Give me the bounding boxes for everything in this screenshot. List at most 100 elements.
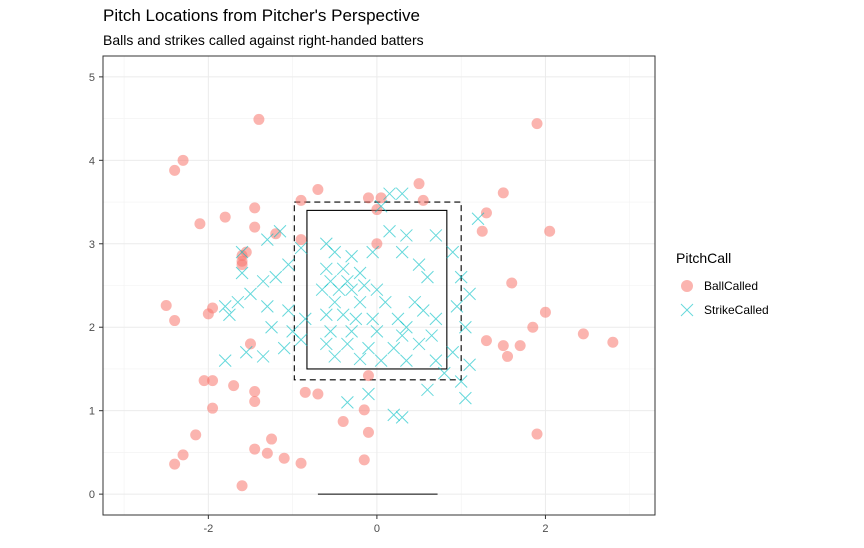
strike-called-point <box>459 391 472 405</box>
strike-x-stroke <box>353 295 367 309</box>
strike-x-stroke <box>319 308 333 322</box>
strike-called-point <box>366 312 380 326</box>
ball-called-point <box>249 385 261 397</box>
ball-called-point <box>539 306 551 318</box>
strike-called-point <box>315 283 329 297</box>
strike-called-point <box>450 300 464 313</box>
strike-x-stroke <box>412 337 426 351</box>
ball-called-point <box>295 194 307 206</box>
strike-x-stroke <box>315 283 329 297</box>
strike-x-stroke <box>345 249 358 263</box>
strike-called-point <box>463 358 476 372</box>
ball-called-point <box>207 375 219 387</box>
strike-called-point <box>294 333 308 347</box>
ball-called-point <box>514 340 526 352</box>
legend-title: PitchCall <box>676 250 732 266</box>
strike-x-stroke <box>383 187 396 201</box>
ball-called-point <box>607 336 619 348</box>
strike-called-point <box>454 270 468 284</box>
strike-x-stroke <box>429 312 443 326</box>
strike-called-point <box>374 199 388 213</box>
legend-key-circle <box>681 280 693 292</box>
strike-called-point <box>277 341 291 355</box>
strike-called-point <box>282 258 295 271</box>
ball-called-point <box>266 433 278 445</box>
strike-x-stroke <box>218 300 232 313</box>
strike-called-point <box>446 345 460 359</box>
strike-x-stroke <box>395 329 409 342</box>
strike-x-stroke <box>345 283 358 297</box>
ball-called-point <box>249 202 261 214</box>
ball-called-point <box>358 454 370 466</box>
ball-called-point <box>295 457 307 469</box>
strike-called-point <box>260 300 274 313</box>
legend-label-ballcalled: BallCalled <box>704 279 759 293</box>
strike-called-point <box>328 350 342 363</box>
strike-called-point <box>383 187 396 201</box>
strike-x-stroke <box>286 325 299 338</box>
strike-x-stroke <box>378 295 392 309</box>
ball-called-point <box>253 113 265 125</box>
strike-called-point <box>387 341 401 355</box>
strike-x-stroke <box>395 187 409 201</box>
ball-called-point <box>270 228 282 240</box>
ball-called-point <box>506 277 518 289</box>
strike-x-stroke <box>454 270 468 284</box>
y-tick-label: 1 <box>89 406 95 418</box>
strike-x-stroke <box>332 283 346 297</box>
ball-called-point <box>219 211 231 223</box>
strike-x-stroke <box>265 320 278 334</box>
strike-called-point <box>282 304 295 317</box>
axes: -2 0 2 0 1 2 3 4 5 <box>89 72 549 535</box>
strike-x-stroke <box>282 304 295 317</box>
strike-x-stroke <box>319 237 333 251</box>
ball-called-point <box>240 246 252 258</box>
strike-called-point <box>383 224 396 238</box>
legend-item-ballcalled: BallCalled <box>676 274 769 298</box>
strike-x-stroke <box>400 320 413 334</box>
strike-called-point <box>353 352 367 366</box>
strike-x-stroke <box>282 258 295 271</box>
strike-x-stroke <box>319 262 333 276</box>
strike-called-point <box>244 287 257 301</box>
strike-called-point <box>421 270 434 284</box>
ball-called-point <box>299 386 311 398</box>
strike-x-stroke <box>416 304 430 317</box>
ball-called-point <box>198 375 210 387</box>
strike-x-stroke <box>235 266 249 280</box>
strike-x-stroke <box>391 312 405 326</box>
strike-called-point <box>324 325 337 338</box>
strike-x-stroke <box>244 287 257 301</box>
ball-called-point <box>160 300 172 312</box>
strike-x-stroke <box>446 345 460 359</box>
chart-title: Pitch Locations from Pitcher's Perspecti… <box>103 6 420 25</box>
strike-called-point <box>400 354 413 367</box>
ball-called-point <box>358 404 370 416</box>
strike-called-point <box>370 283 384 297</box>
strike-x-stroke <box>459 320 472 334</box>
ball-called-point <box>169 315 181 327</box>
ball-called-point <box>375 192 387 204</box>
ball-called-point <box>278 452 290 464</box>
strike-called-point <box>370 325 384 338</box>
strike-x-stroke <box>395 245 409 259</box>
strike-x-stroke <box>366 312 380 326</box>
strike-called-point <box>341 395 354 409</box>
x-tick-label: 2 <box>542 523 548 535</box>
strike-x-stroke <box>328 350 342 363</box>
ball-called-point <box>295 234 307 246</box>
strike-called-point <box>387 408 401 422</box>
strike-x-stroke <box>454 375 468 388</box>
strike-called-point <box>374 354 388 367</box>
ball-called-point <box>190 429 202 441</box>
strike-called-point <box>265 320 278 334</box>
strike-x-stroke <box>235 245 249 259</box>
strike-called-point <box>366 245 380 259</box>
ball-called-point <box>249 221 261 233</box>
ball-called-point <box>177 449 189 461</box>
strike-x-stroke <box>383 224 396 238</box>
strike-x-stroke <box>366 245 380 259</box>
ball-called-point <box>228 380 240 392</box>
strike-called-point <box>235 245 249 259</box>
